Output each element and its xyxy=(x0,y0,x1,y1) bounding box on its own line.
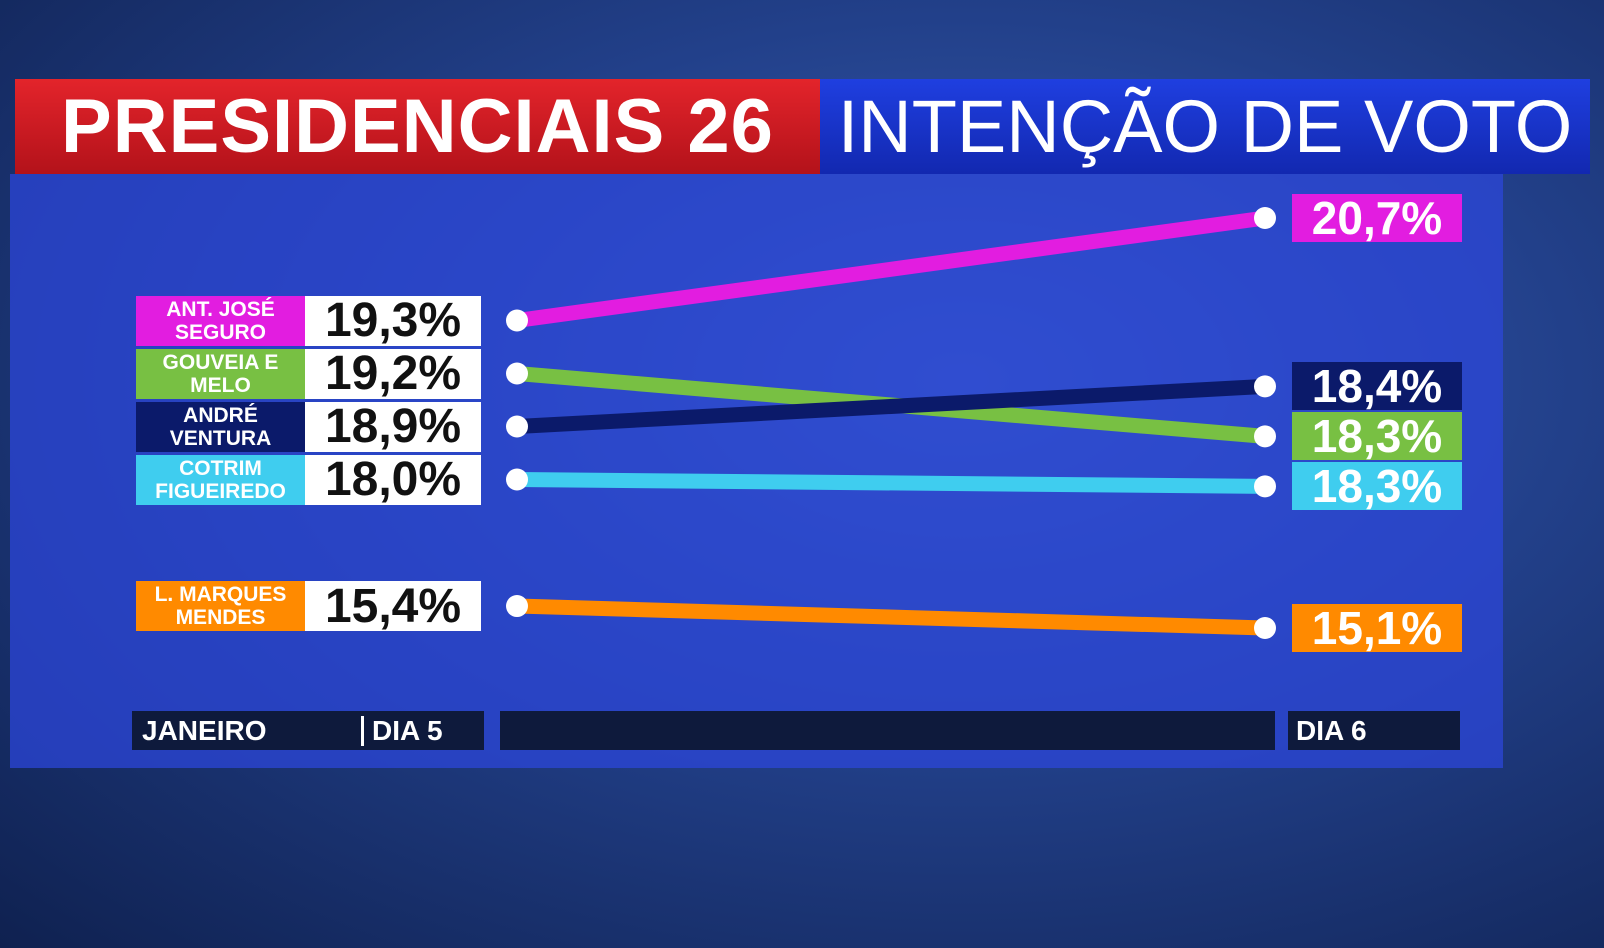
title: PRESIDENCIAIS 26 xyxy=(15,79,820,174)
value-label: 19,3% xyxy=(305,294,481,347)
legend-label: COTRIM FIGUEIREDO xyxy=(136,454,305,505)
point xyxy=(506,415,528,438)
series-line xyxy=(515,210,1267,328)
value-label: 15,1% xyxy=(1292,602,1462,654)
value-label: 19,2% xyxy=(305,347,481,400)
point xyxy=(1254,425,1276,448)
point xyxy=(1254,475,1276,498)
series-line xyxy=(516,472,1266,494)
value-label: 18,9% xyxy=(305,400,481,453)
point xyxy=(1254,207,1276,229)
subtitle: INTENÇÃO DE VOTO xyxy=(820,79,1590,174)
x-label: DIA 5 xyxy=(372,714,443,746)
legend-label: GOUVEIA E MELO xyxy=(136,348,305,399)
separator xyxy=(361,716,364,746)
value-label: 18,4% xyxy=(1292,360,1462,412)
value-label: 20,7% xyxy=(1292,192,1462,244)
point xyxy=(1254,617,1276,639)
period-label: JANEIRO xyxy=(142,714,267,746)
point xyxy=(1254,375,1276,398)
point xyxy=(506,468,528,491)
value-label: 18,3% xyxy=(1292,460,1462,512)
series-line xyxy=(516,598,1266,636)
footer-left xyxy=(132,711,484,750)
legend-label: ANDRÉ VENTURA xyxy=(136,401,305,452)
series-line xyxy=(516,378,1266,434)
point xyxy=(506,362,528,385)
point xyxy=(506,595,528,618)
value-label: 15,4% xyxy=(305,580,481,633)
point xyxy=(506,309,528,332)
legend-label: ANT. JOSÉ SEGURO xyxy=(136,295,305,346)
x-label: DIA 6 xyxy=(1288,711,1460,750)
footer-bar xyxy=(500,711,1275,750)
legend-label: L. MARQUES MENDES xyxy=(136,581,305,632)
value-label: 18,3% xyxy=(1292,410,1462,462)
value-label: 18,0% xyxy=(305,453,481,506)
